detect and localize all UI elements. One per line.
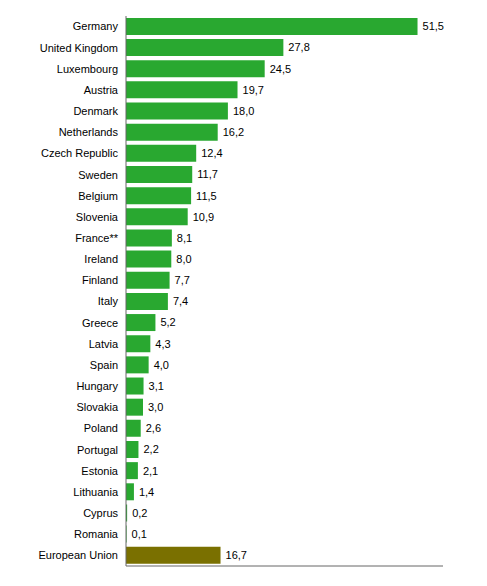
svg-text:2,2: 2,2 [143, 443, 158, 455]
svg-text:11,7: 11,7 [197, 168, 218, 180]
svg-text:Netherlands: Netherlands [59, 126, 119, 138]
svg-text:51,5: 51,5 [423, 20, 444, 32]
svg-text:5,2: 5,2 [160, 316, 175, 328]
svg-text:19,7: 19,7 [243, 84, 264, 96]
svg-text:18,0: 18,0 [233, 105, 254, 117]
svg-text:8,1: 8,1 [177, 232, 192, 244]
svg-text:Spain: Spain [90, 359, 118, 371]
svg-text:United Kingdom: United Kingdom [40, 42, 118, 54]
svg-text:Lithuania: Lithuania [73, 486, 119, 498]
svg-text:4,3: 4,3 [155, 338, 170, 350]
svg-text:7,7: 7,7 [175, 274, 190, 286]
svg-text:Finland: Finland [82, 274, 118, 286]
svg-text:0,2: 0,2 [132, 507, 147, 519]
svg-text:24,5: 24,5 [270, 63, 291, 75]
svg-text:2,6: 2,6 [146, 422, 161, 434]
svg-text:Hungary: Hungary [76, 380, 118, 392]
svg-text:Czech Republic: Czech Republic [41, 147, 119, 159]
svg-text:Denmark: Denmark [73, 105, 118, 117]
svg-text:27,8: 27,8 [288, 41, 309, 53]
svg-text:European Union: European Union [38, 549, 118, 561]
svg-text:Slovakia: Slovakia [76, 401, 118, 413]
svg-text:4,0: 4,0 [154, 359, 169, 371]
svg-text:3,1: 3,1 [149, 380, 164, 392]
svg-text:8,0: 8,0 [176, 253, 191, 265]
svg-text:16,7: 16,7 [226, 549, 247, 561]
svg-text:1,4: 1,4 [139, 486, 154, 498]
svg-text:Austria: Austria [84, 84, 119, 96]
svg-text:Germany: Germany [73, 20, 119, 32]
svg-text:16,2: 16,2 [223, 126, 244, 138]
svg-text:Romania: Romania [74, 528, 119, 540]
svg-text:3,0: 3,0 [148, 401, 163, 413]
svg-text:Cyprus: Cyprus [83, 507, 118, 519]
svg-text:2,1: 2,1 [143, 465, 158, 477]
svg-text:11,5: 11,5 [196, 190, 217, 202]
svg-text:Ireland: Ireland [84, 253, 118, 265]
svg-text:Latvia: Latvia [89, 338, 119, 350]
svg-text:Greece: Greece [82, 317, 118, 329]
svg-text:France**: France** [75, 232, 119, 244]
svg-text:Portugal: Portugal [77, 444, 118, 456]
svg-text:Slovenia: Slovenia [76, 211, 119, 223]
svg-text:0,1: 0,1 [132, 528, 147, 540]
svg-text:10,9: 10,9 [193, 211, 214, 223]
svg-text:Belgium: Belgium [78, 190, 118, 202]
svg-text:Sweden: Sweden [78, 169, 118, 181]
svg-text:7,4: 7,4 [173, 295, 188, 307]
svg-text:Poland: Poland [84, 422, 118, 434]
svg-text:Luxembourg: Luxembourg [57, 63, 118, 75]
svg-text:12,4: 12,4 [201, 147, 222, 159]
svg-text:Estonia: Estonia [81, 465, 119, 477]
svg-text:Italy: Italy [98, 295, 119, 307]
